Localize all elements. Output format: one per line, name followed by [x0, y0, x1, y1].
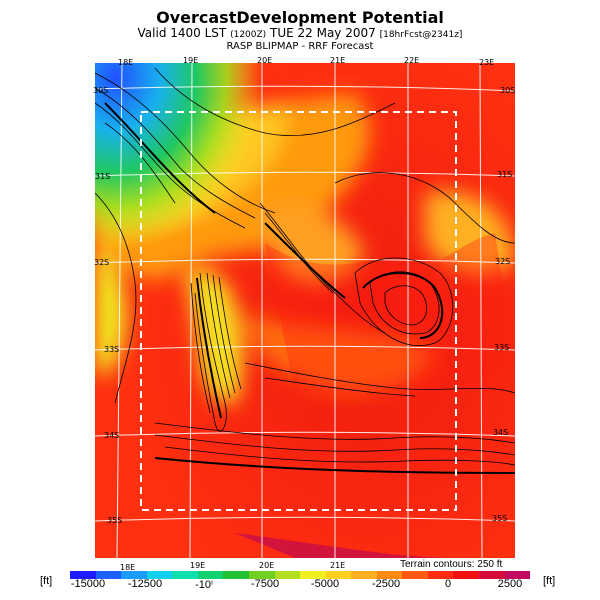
colorbar-swatch	[402, 571, 428, 579]
forecast-map	[95, 63, 515, 558]
lat-label-left: 30S	[93, 86, 109, 95]
lat-label-right: 35S	[492, 514, 508, 523]
domain-boundary	[140, 111, 457, 511]
colorbar-swatch	[351, 571, 377, 579]
lat-label-right: 32S	[495, 257, 511, 266]
map-subtitle: Valid 1400 LST (1200Z) TUE 22 May 2007 […	[0, 26, 600, 40]
colorbar-tick-label: 2500	[497, 578, 523, 590]
terrain-contour-note: Terrain contours: 250 ft	[400, 559, 503, 570]
colorbar-swatch	[274, 571, 301, 579]
colorbar-swatch	[172, 571, 198, 579]
model-line: RASP BLIPMAP - RRF Forecast	[226, 41, 374, 52]
colorbar-swatch	[427, 571, 454, 579]
colorbar-swatch	[70, 571, 96, 579]
colorbar-tick-label: -5000	[310, 578, 340, 590]
colorbar-swatch	[504, 571, 531, 579]
colorbar-tick-label: -15000	[70, 578, 106, 590]
lat-label-left: 32S	[94, 258, 110, 267]
colorbar-tick-label: -7500	[250, 578, 280, 590]
lon-label-top: 22E	[404, 56, 420, 65]
colorbar-tick-label: -12500	[127, 578, 163, 590]
colorbar-swatch	[325, 571, 352, 579]
lon-label-top: 23E	[479, 58, 495, 67]
colorbar-unit-left: [ft]	[40, 575, 53, 587]
lon-label-top: 19E	[183, 56, 199, 65]
colorbar-swatch	[121, 571, 147, 579]
lon-label-bottom: 19E	[190, 561, 206, 570]
colorbar-swatch	[223, 571, 249, 579]
colorbar-swatch	[248, 571, 275, 579]
colorbar-tick-label: -2500	[371, 578, 401, 590]
colorbar-swatch	[300, 571, 326, 579]
colorbar	[70, 571, 531, 579]
colorbar-swatch	[146, 571, 173, 579]
colorbar-tick-label: -10ⁱ	[195, 579, 213, 591]
lat-label-left: 31S	[95, 172, 111, 181]
valid-time: Valid 1400 LST	[137, 26, 227, 40]
lat-label-right: 34S	[493, 428, 509, 437]
lat-label-right: 30S	[500, 86, 516, 95]
forecast-run: [18hrFcst@2341z]	[379, 30, 463, 40]
colorbar-swatch	[376, 571, 403, 579]
map-title: OvercastDevelopment Potential	[156, 8, 444, 27]
colorbar-swatch	[197, 571, 224, 579]
colorbar-swatch	[479, 571, 505, 579]
lon-label-bottom: 20E	[259, 561, 275, 570]
lat-label-left: 34S	[104, 431, 120, 440]
lon-label-bottom: 21E	[330, 561, 346, 570]
colorbar-unit-right: [ft]	[543, 575, 556, 587]
colorbar-swatch	[453, 571, 479, 579]
lon-label-bottom: 18E	[120, 563, 136, 572]
lat-label-left: 35S	[107, 516, 123, 525]
lon-label-top: 20E	[257, 56, 273, 65]
lat-label-right: 33S	[494, 343, 510, 352]
lon-label-top: 18E	[118, 58, 134, 67]
lat-label-left: 33S	[104, 345, 120, 354]
lat-label-right: 31S	[497, 170, 513, 179]
lon-label-top: 21E	[330, 56, 346, 65]
colorbar-swatch	[95, 571, 122, 579]
utc-time: (1200Z)	[230, 30, 267, 40]
colorbar-tick-label: 0	[444, 578, 452, 590]
forecast-date: TUE 22 May 2007	[270, 26, 376, 40]
